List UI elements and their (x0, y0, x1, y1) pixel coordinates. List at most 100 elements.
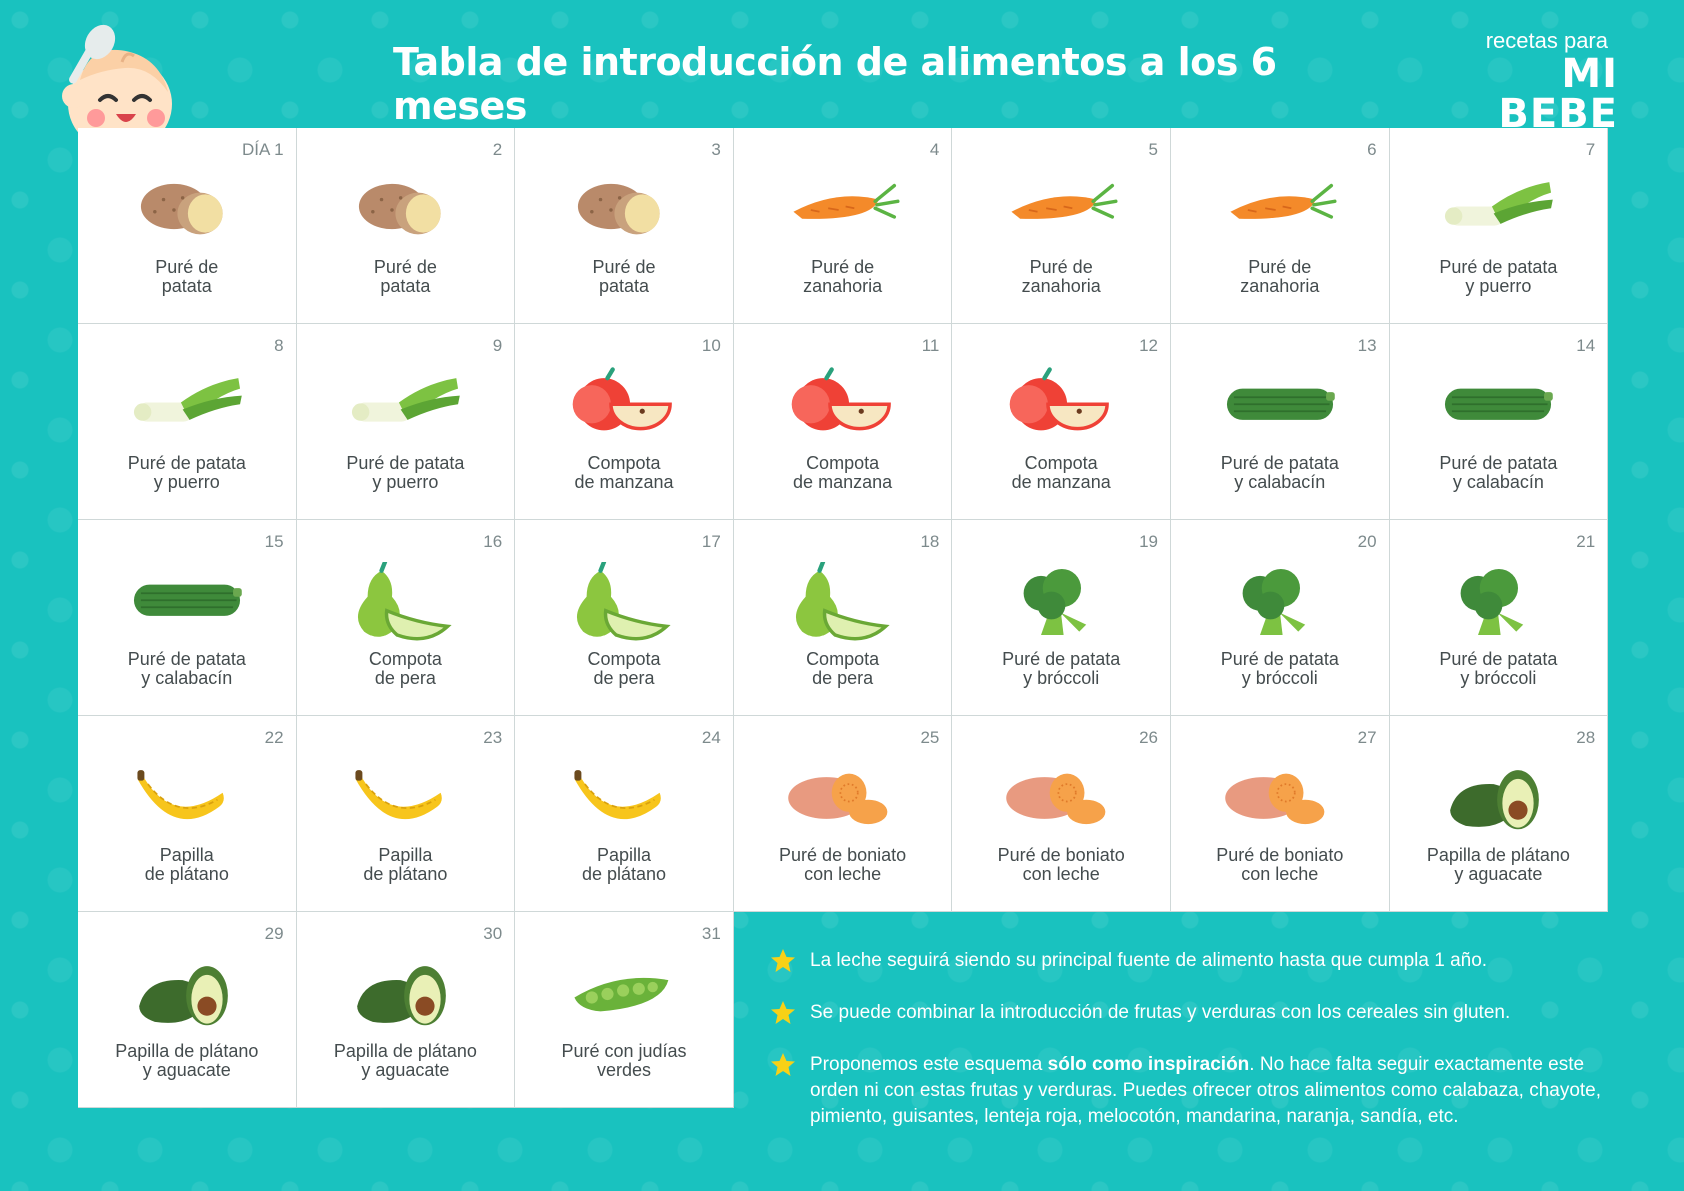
apple-icon (996, 366, 1126, 446)
food-label-line2: y calabacín (141, 668, 233, 688)
potato-icon (577, 183, 660, 235)
carrot-icon (791, 183, 900, 221)
food-label-line1: Puré de patata (127, 453, 246, 473)
food-label: Puré de zanahoria (1171, 258, 1389, 296)
food-label: Compota de manzana (734, 454, 952, 492)
food-label: Puré de patata y bróccoli (1390, 650, 1608, 688)
avocado-icon (357, 966, 447, 1026)
food-label-line1: Puré de (1248, 257, 1312, 277)
food-label: Compota de pera (297, 650, 515, 688)
day-number: 30 (483, 924, 503, 943)
food-label-line1: Puré de patata (1439, 649, 1558, 669)
food-label-line1: Puré de boniato (1216, 845, 1344, 865)
day-number: 6 (1367, 140, 1377, 159)
food-label-line1: Puré de (811, 257, 875, 277)
star-icon (771, 949, 795, 972)
note-cereals: Se puede combinar la introducción de fru… (770, 1000, 1630, 1026)
day-number: 24 (701, 728, 721, 747)
food-label-line2: y puerro (372, 472, 439, 492)
food-label-line2: patata (161, 276, 212, 296)
sweetpotato-icon (786, 772, 888, 825)
food-label-line2: y bróccoli (1460, 668, 1537, 688)
food-label-line2: de manzana (793, 472, 893, 492)
food-label-line1: Papilla (159, 845, 214, 865)
day-cell: 29 Papilla de plátano y aguacate (78, 912, 297, 1108)
food-label-line1: Puré de patata (127, 649, 246, 669)
note-milk: La leche seguirá siendo su principal fue… (770, 948, 1630, 974)
food-label: Puré de boniato con leche (952, 846, 1170, 884)
day-number: 21 (1576, 532, 1596, 551)
note-text-bold: sólo como inspiración (1047, 1054, 1250, 1075)
food-label: Puré de patata y bróccoli (952, 650, 1170, 688)
day-number: 14 (1576, 336, 1596, 355)
food-label: Puré de patata y calabacín (78, 650, 296, 688)
banana-icon (136, 769, 225, 820)
potato-icon (140, 183, 223, 235)
day-cell: 7 Puré de patata y puerro (1389, 128, 1609, 324)
food-label-line2: zanahoria (1240, 276, 1320, 296)
day-number: 29 (264, 924, 284, 943)
day-number: 15 (264, 532, 284, 551)
day-number: 27 (1357, 728, 1377, 747)
star-icon (771, 1053, 795, 1076)
day-cell: 2 Puré de patata (296, 128, 516, 324)
food-label-line2: de pera (812, 668, 874, 688)
food-label-line1: Puré de patata (1220, 453, 1339, 473)
day-cell: 9 Puré de patata y puerro (296, 324, 516, 520)
food-label-line2: de pera (374, 668, 436, 688)
apple-icon (778, 366, 908, 446)
food-label: Compota de manzana (952, 454, 1170, 492)
carrot-icon (1228, 183, 1337, 221)
food-label-line2: con leche (1241, 864, 1319, 884)
food-label-line2: patata (598, 276, 649, 296)
day-cell: 3 Puré de patata (515, 128, 734, 324)
food-label: Papilla de plátano y aguacate (1390, 846, 1608, 884)
food-label: Papilla de plátano (297, 846, 515, 884)
leek-icon (1445, 182, 1554, 226)
food-label-line1: Puré de (155, 257, 219, 277)
food-label-line1: Compota (368, 649, 442, 669)
food-label: Papilla de plátano (78, 846, 296, 884)
food-label-line1: Papilla (596, 845, 651, 865)
day-cell: 16 Compota de pera (296, 520, 516, 716)
day-cell: 12 Compota de manzana (952, 324, 1171, 520)
day-cell: 5 Puré de zanahoria (952, 128, 1171, 324)
zucchini-icon (1444, 387, 1555, 421)
day-cell: 31 Puré con judías verdes (515, 912, 734, 1108)
food-label-line1: Compota (806, 453, 880, 473)
day-number: DÍA 1 (242, 140, 284, 159)
day-cell: 20 Puré de patata y bróccoli (1171, 520, 1390, 716)
day-cell: 11 Compota de manzana (733, 324, 953, 520)
food-label-line2: y aguacate (361, 1060, 450, 1080)
day-cell: 30 Papilla de plátano y aguacate (296, 912, 516, 1108)
day-number: 11 (921, 336, 940, 355)
food-label-line1: Compota (806, 649, 880, 669)
broccoli-icon (1242, 568, 1306, 636)
food-label-line2: y calabacín (1234, 472, 1326, 492)
food-label-line2: y bróccoli (1241, 668, 1318, 688)
note-text-post: . No hace falta seguir exactamente este … (810, 1054, 1602, 1127)
avocado-icon (138, 966, 228, 1026)
day-number: 13 (1357, 336, 1377, 355)
day-number: 25 (920, 728, 940, 747)
page-title: Tabla de introducción de alimentos a los… (393, 40, 1277, 128)
food-label-line2: y puerro (1465, 276, 1532, 296)
note-inspiration: Proponemos este esquema sólo como inspir… (770, 1052, 1630, 1130)
day-cell: 10 Compota de manzana (515, 324, 734, 520)
food-label-line2: verdes (596, 1060, 651, 1080)
day-cell: 27 Puré de boniato con leche (1171, 716, 1390, 912)
avocado-icon (1450, 770, 1540, 830)
star-icon (771, 1001, 795, 1024)
day-cell: 13 Puré de patata y calabacín (1171, 324, 1390, 520)
food-label-line2: de plátano (363, 864, 448, 884)
banana-icon (573, 769, 662, 820)
food-label-line2: y puerro (153, 472, 220, 492)
day-number: 3 (711, 140, 721, 159)
food-label-line1: Puré de patata (1439, 257, 1558, 277)
food-label-line2: de manzana (574, 472, 674, 492)
carrot-icon (1009, 183, 1118, 221)
apple-icon (559, 366, 689, 446)
day-cell: 26 Puré de boniato con leche (952, 716, 1171, 912)
note-text-pre: Proponemos este esquema (810, 1054, 1048, 1075)
food-label-line2: patata (380, 276, 431, 296)
